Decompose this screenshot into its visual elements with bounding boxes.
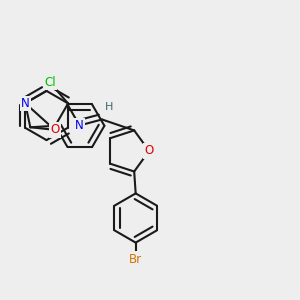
Text: H: H <box>105 103 114 112</box>
Text: Br: Br <box>129 253 142 266</box>
Text: N: N <box>75 119 84 132</box>
Text: Cl: Cl <box>44 76 56 89</box>
Text: O: O <box>50 123 59 136</box>
Text: O: O <box>145 145 154 158</box>
Text: N: N <box>21 97 30 110</box>
